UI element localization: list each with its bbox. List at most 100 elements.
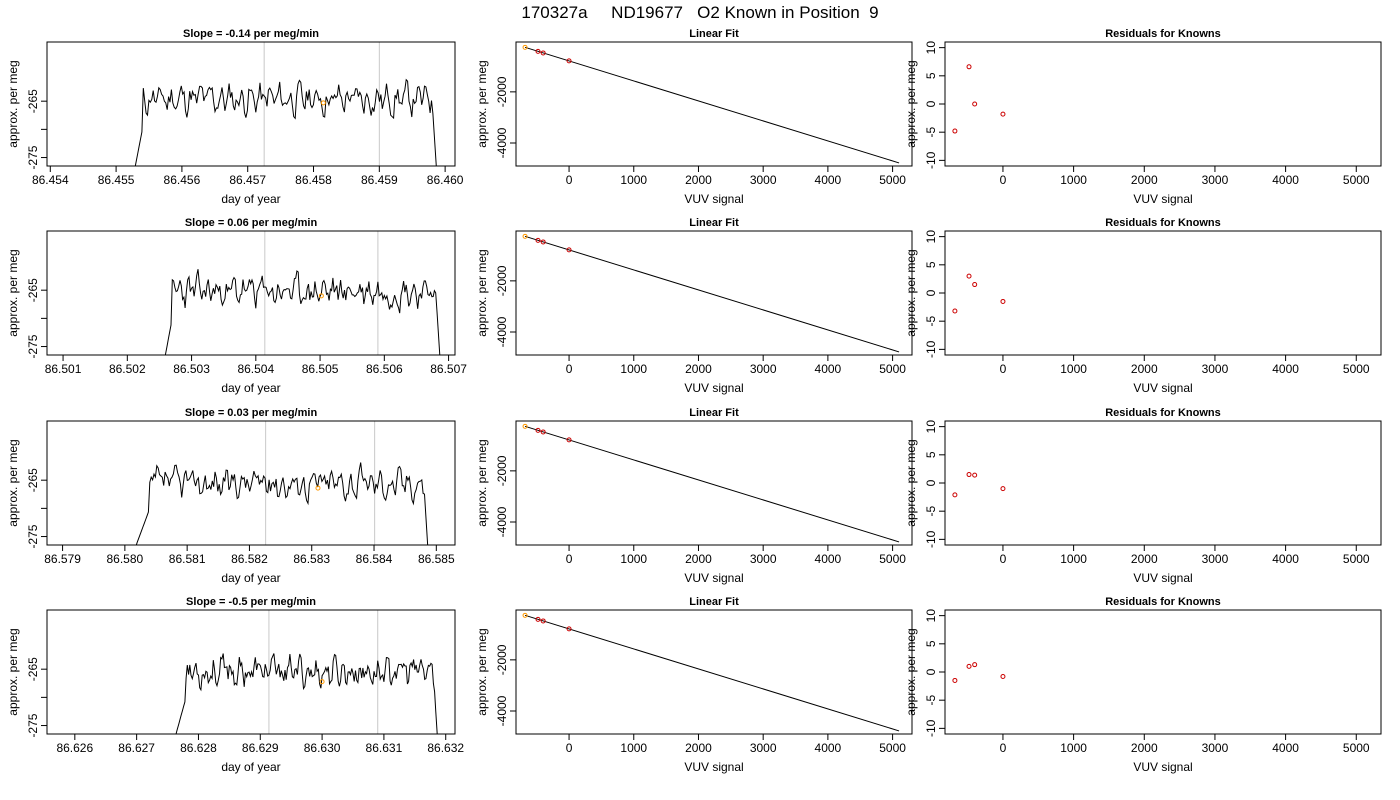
data-point — [966, 663, 972, 669]
row4-residuals-panel: Residuals for Knowns VUV signal approx. pe… — [904, 596, 1382, 774]
x-tick-label: 86.507 — [430, 362, 467, 376]
x-tick-label: 3000 — [750, 362, 777, 376]
data-point — [966, 273, 972, 279]
y-tick-label: 5 — [924, 72, 938, 79]
y-tick-label: -4000 — [495, 316, 509, 347]
plot-data — [134, 42, 437, 166]
y-tick-label: -4000 — [495, 695, 509, 726]
data-point — [952, 308, 958, 314]
panel-title: Residuals for Knowns — [1105, 407, 1221, 419]
y-tick-label: -275 — [26, 713, 40, 737]
x-tick-label: 4000 — [1272, 362, 1299, 376]
x-tick-label: 86.583 — [293, 552, 330, 566]
plot-data — [952, 273, 1006, 314]
y-axis-label: approx. per meg — [6, 249, 20, 336]
x-tick-label: 3000 — [750, 173, 777, 187]
x-tick-label: 5000 — [879, 741, 906, 755]
x-tick-label: 86.504 — [237, 362, 274, 376]
data-point — [1000, 298, 1006, 304]
x-tick-label: 4000 — [1272, 552, 1299, 566]
x-tick-label: 4000 — [1272, 741, 1299, 755]
y-tick-label: 0 — [924, 100, 938, 107]
x-tick-label: 0 — [566, 362, 573, 376]
panel-title: Slope = -0.5 per meg/min — [186, 596, 316, 608]
plot-frame — [515, 420, 913, 546]
y-axis-label: approx. per meg — [904, 60, 918, 147]
fit-line — [524, 425, 900, 543]
fit-line — [524, 614, 900, 732]
y-tick-label: 5 — [924, 640, 938, 647]
y-tick-label: -265 — [26, 89, 40, 113]
data-point — [540, 239, 546, 245]
x-axis-label: VUV signal — [684, 192, 743, 206]
data-point — [966, 472, 972, 478]
data-point — [535, 237, 541, 243]
x-tick-label: 86.505 — [302, 362, 339, 376]
data-point — [952, 677, 958, 683]
y-axis-label: approx. per meg — [904, 249, 918, 336]
data-point — [522, 423, 528, 429]
page-title: 170327a ND19677 O2 Known in Position 9 — [521, 3, 879, 22]
x-tick-label: 0 — [566, 741, 573, 755]
data-point — [566, 58, 572, 64]
highlight-point — [315, 485, 321, 491]
row1-timeseries-panel: Slope = -0.14 per meg/min day of year appr… — [6, 28, 464, 206]
plot-data — [522, 233, 900, 353]
x-tick-label: 86.458 — [295, 173, 332, 187]
x-tick-label: 1000 — [620, 741, 647, 755]
x-tick-label: 0 — [1000, 362, 1007, 376]
y-tick-label: -265 — [26, 657, 40, 681]
data-point — [952, 128, 958, 134]
y-tick-label: 5 — [924, 451, 938, 458]
x-tick-label: 0 — [566, 173, 573, 187]
x-tick-label: 86.459 — [361, 173, 398, 187]
x-tick-label: 86.630 — [304, 741, 341, 755]
x-tick-label: 3000 — [1202, 552, 1229, 566]
y-axis-label: approx. per meg — [6, 628, 20, 715]
plot-frame — [46, 230, 456, 356]
y-tick-label: -5 — [924, 506, 938, 517]
plot-data — [952, 472, 1006, 498]
data-point — [1000, 111, 1006, 117]
panel-title: Linear Fit — [689, 596, 739, 608]
y-tick-label: 10 — [924, 420, 938, 434]
x-tick-label: 4000 — [815, 173, 842, 187]
panel-title: Residuals for Knowns — [1105, 217, 1221, 229]
data-point — [952, 492, 958, 498]
x-axis-label: day of year — [221, 571, 280, 585]
x-tick-label: 4000 — [815, 552, 842, 566]
row3-residuals-panel: Residuals for Knowns VUV signal approx. pe… — [904, 407, 1382, 585]
x-tick-label: 86.582 — [231, 552, 268, 566]
x-tick-label: 5000 — [879, 362, 906, 376]
x-tick-label: 86.627 — [118, 741, 155, 755]
x-tick-label: 2000 — [1131, 552, 1158, 566]
x-tick-label: 4000 — [1272, 173, 1299, 187]
y-axis-label: approx. per meg — [904, 628, 918, 715]
plot-frame — [46, 420, 456, 546]
x-tick-label: 1000 — [1060, 362, 1087, 376]
x-axis-label: VUV signal — [684, 571, 743, 585]
x-tick-label: 86.628 — [180, 741, 217, 755]
data-point — [566, 626, 572, 632]
x-axis-label: day of year — [221, 381, 280, 395]
x-tick-label: 4000 — [815, 741, 842, 755]
x-tick-label: 86.632 — [427, 741, 464, 755]
data-point — [972, 472, 978, 478]
y-tick-label: -2000 — [495, 265, 509, 296]
x-tick-label: 5000 — [1343, 552, 1370, 566]
data-point — [540, 429, 546, 435]
plot-frame — [944, 41, 1382, 167]
y-tick-label: 5 — [924, 261, 938, 268]
plot-data — [164, 231, 441, 355]
x-tick-label: 86.584 — [356, 552, 393, 566]
x-tick-label: 86.457 — [229, 173, 266, 187]
y-tick-label: -4000 — [495, 506, 509, 537]
series-line — [175, 653, 438, 734]
x-tick-label: 86.460 — [427, 173, 464, 187]
y-tick-label: 10 — [924, 609, 938, 623]
x-tick-label: 2000 — [685, 173, 712, 187]
y-tick-label: -5 — [924, 695, 938, 706]
x-tick-label: 1000 — [620, 362, 647, 376]
x-tick-label: 1000 — [1060, 741, 1087, 755]
plot-frame — [515, 230, 913, 356]
